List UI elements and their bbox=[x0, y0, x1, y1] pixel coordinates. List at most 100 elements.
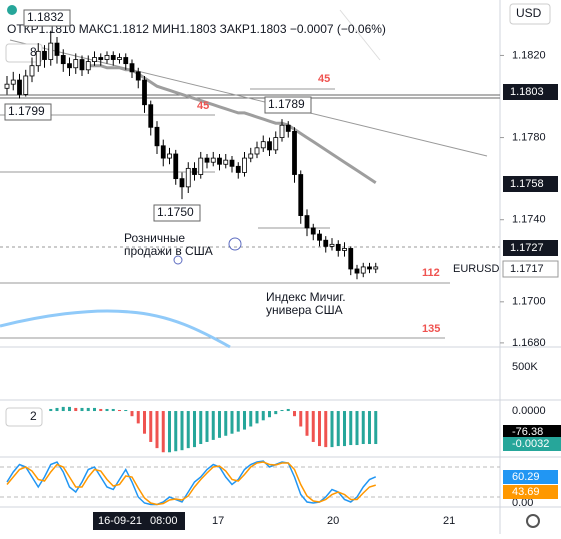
macd-bar bbox=[343, 411, 346, 447]
y-tick-label: 1.1780 bbox=[512, 131, 546, 143]
price-tag-box bbox=[502, 260, 559, 278]
candle-body bbox=[217, 157, 222, 165]
event-label: Розничные bbox=[124, 231, 185, 245]
macd-bar bbox=[61, 406, 65, 412]
drawings bbox=[0, 9, 500, 339]
macd-bar bbox=[293, 411, 296, 417]
candle-body bbox=[210, 157, 216, 163]
macd-bar bbox=[218, 411, 221, 438]
event-icon[interactable] bbox=[173, 255, 183, 265]
volume-label: 500K bbox=[512, 361, 538, 373]
macd-bar bbox=[318, 411, 321, 447]
macd-bar bbox=[174, 411, 178, 452]
annotation-box bbox=[4, 103, 52, 121]
candle-body bbox=[254, 147, 260, 155]
macd-bar bbox=[161, 411, 165, 453]
candle-body bbox=[185, 167, 191, 188]
macd-bar bbox=[49, 408, 53, 412]
currency: USD bbox=[516, 6, 542, 20]
price-tag-box bbox=[503, 84, 558, 100]
candle-body bbox=[79, 59, 85, 71]
candle-body bbox=[98, 57, 104, 60]
annotation: 1.1799 bbox=[8, 104, 45, 118]
macd-bar bbox=[361, 411, 365, 445]
candle-body bbox=[342, 248, 347, 251]
candle-body bbox=[117, 57, 122, 60]
candle-body bbox=[223, 159, 229, 165]
candle-body bbox=[92, 57, 97, 62]
candle-body bbox=[317, 233, 322, 241]
stoch-value-tag: 60.29 bbox=[512, 471, 540, 483]
candle-body bbox=[23, 75, 29, 95]
candle-body bbox=[60, 55, 66, 65]
macd-tag: -76.38 bbox=[512, 426, 543, 438]
annotation-box bbox=[23, 9, 71, 27]
settings-icon[interactable] bbox=[526, 514, 540, 528]
candle-body bbox=[198, 157, 204, 175]
macd-bar bbox=[74, 407, 78, 412]
legend: ОТКР1.1810 МАКС1.1812 МИН1.1803 ЗАКР1.18… bbox=[7, 22, 386, 36]
symbol-label: EURUSD bbox=[453, 263, 500, 275]
macd-bar bbox=[211, 411, 215, 440]
candle-body bbox=[29, 65, 35, 77]
indicator-toggle[interactable] bbox=[5, 407, 43, 427]
event-icon[interactable] bbox=[228, 237, 242, 251]
tag bbox=[503, 425, 561, 439]
level-label: 45 bbox=[318, 73, 330, 85]
macd-bar bbox=[280, 409, 284, 412]
macd-bar bbox=[130, 411, 134, 417]
candle-body bbox=[285, 124, 291, 132]
time-label: 16-09-21 bbox=[98, 515, 142, 527]
indicator-toggle[interactable] bbox=[5, 43, 43, 63]
candle-body bbox=[42, 50, 47, 60]
candle-body bbox=[242, 157, 247, 173]
candle-body bbox=[48, 42, 54, 60]
macd-bar bbox=[355, 411, 359, 446]
macd-bar bbox=[243, 411, 246, 430]
blue-ma bbox=[0, 309, 231, 349]
candle-body bbox=[67, 63, 72, 69]
candle-body bbox=[304, 215, 310, 229]
stoch-value-tag: 43.69 bbox=[512, 486, 540, 498]
candle-body bbox=[142, 79, 147, 106]
candle-body bbox=[335, 243, 341, 251]
macd-value-tag: -0.0032 bbox=[512, 438, 549, 450]
candle-body bbox=[323, 239, 329, 247]
annotation: 1.1832 bbox=[27, 10, 64, 24]
macd-bar bbox=[136, 411, 140, 424]
candle-body bbox=[298, 174, 304, 216]
macd-bar bbox=[99, 408, 103, 412]
price-tag-box bbox=[503, 176, 558, 192]
candle-body bbox=[229, 159, 235, 167]
level-label: 112 bbox=[422, 267, 440, 279]
tag bbox=[503, 485, 558, 499]
candle-body bbox=[267, 141, 272, 151]
macd-bar bbox=[205, 411, 209, 442]
time-label: 08:00 bbox=[150, 515, 178, 527]
macd-bar bbox=[249, 411, 253, 427]
candle-body bbox=[85, 61, 91, 71]
candle-body bbox=[4, 83, 10, 89]
macd-bar bbox=[149, 411, 153, 442]
candle-body bbox=[123, 57, 129, 65]
macd-bar bbox=[336, 411, 340, 447]
stoch-line bbox=[6, 460, 377, 506]
macd-bar bbox=[311, 411, 315, 442]
candle-body bbox=[179, 178, 185, 188]
candle-body bbox=[192, 167, 197, 175]
macd-bar bbox=[261, 411, 265, 421]
macd-bar bbox=[55, 407, 59, 412]
currency-button[interactable] bbox=[509, 3, 551, 25]
macd-bar bbox=[124, 409, 128, 412]
macd-bar bbox=[286, 408, 290, 412]
level-label: 45 bbox=[197, 100, 209, 112]
macd-bar bbox=[118, 409, 121, 412]
time-label: 17 bbox=[212, 515, 224, 527]
price-tag: 1.1717 bbox=[510, 263, 544, 275]
candle-body bbox=[10, 79, 16, 85]
macd-bar bbox=[111, 408, 115, 412]
macd-bar bbox=[199, 411, 203, 445]
y-tick-label: 0.0000 bbox=[512, 405, 546, 417]
candle-body bbox=[54, 42, 60, 56]
